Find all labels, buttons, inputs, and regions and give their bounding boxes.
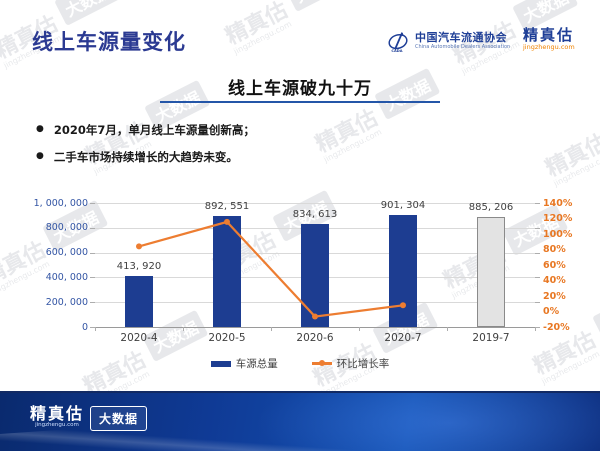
axis-tick — [90, 277, 95, 279]
x-axis-tick — [447, 327, 448, 331]
x-axis-label: 2020-4 — [120, 332, 158, 344]
footer-band: 精真估 jingzhengu.com 大数据 — [0, 391, 600, 451]
bar-value-label: 892, 551 — [204, 201, 250, 213]
footer-badge: 大数据 — [90, 406, 148, 431]
axis-tick — [90, 227, 95, 229]
bar-value-label: 885, 206 — [468, 202, 514, 214]
page-title: 线上车源量变化 — [32, 30, 186, 54]
jingzhengu-url: jingzhengu.com — [523, 43, 575, 51]
footer-brand: 精真估 jingzhengu.com — [30, 405, 84, 429]
axis-tick — [535, 277, 540, 279]
bar — [301, 223, 329, 327]
cada-name-en: China Automobile Dealers Association — [415, 43, 511, 50]
x-axis-label: 2020-6 — [296, 332, 334, 344]
secondary-y-axis-label: 120% — [543, 213, 573, 224]
legend-label: 车源总量 — [235, 358, 278, 370]
x-axis-tick — [95, 327, 96, 331]
axis-tick — [90, 203, 95, 204]
secondary-y-axis-label: 100% — [543, 228, 573, 240]
bar-value-label: 413, 920 — [116, 260, 162, 272]
bullet-text: 2020年7月，单月线上车源量创新高； — [53, 123, 255, 137]
jingzhengu-name: 精真估 — [523, 26, 575, 44]
bar-comparison — [477, 217, 505, 327]
axis-tick — [535, 302, 540, 304]
chart-headline: 线上车源破九十万 — [228, 79, 372, 99]
bar — [125, 275, 153, 327]
gridline — [95, 203, 535, 204]
secondary-y-axis-label: 60% — [543, 259, 566, 271]
axis-tick — [90, 302, 95, 304]
secondary-y-axis-label: 40% — [543, 275, 566, 286]
x-axis-tick — [271, 327, 272, 331]
bar-swatch-icon — [210, 360, 231, 367]
growth-rate-line — [136, 218, 406, 320]
x-axis-tick — [535, 327, 536, 331]
chart-legend: 车源总量 环比增长率 — [0, 356, 600, 371]
axis-tick — [535, 203, 540, 204]
legend-item-line: 环比增长率 — [311, 356, 390, 371]
jingzhengu-logo: 精真估 jingzhengu.com — [523, 28, 575, 52]
bullet-item: ● 二手车市场持续增长的大趋势未变。 — [36, 149, 255, 165]
svg-text:CADA: CADA — [391, 49, 402, 53]
secondary-y-axis-label: 0% — [543, 306, 560, 317]
line-swatch-icon — [311, 360, 332, 366]
axis-tick — [535, 327, 540, 328]
y-axis-label: 200, 000 — [45, 296, 88, 308]
axis-tick — [90, 327, 95, 328]
axis-tick — [535, 227, 540, 229]
y-axis-label: 0 — [81, 321, 88, 333]
y-axis-label: 400, 000 — [45, 271, 88, 283]
y-axis-label: 800, 000 — [45, 222, 88, 234]
x-axis-label: 2019-7 — [472, 332, 510, 344]
axis-tick — [535, 252, 540, 254]
bar — [213, 216, 241, 327]
bullet-dot-icon: ● — [36, 151, 44, 161]
secondary-y-axis-label: 140% — [543, 197, 573, 209]
headline-underline — [160, 101, 440, 103]
axis-tick — [90, 252, 95, 254]
cada-logo: CADA 中国汽车流通协会 China Automobile Dealers A… — [385, 29, 510, 53]
x-axis-line — [95, 327, 535, 328]
x-axis-label: 2020-5 — [208, 332, 246, 344]
bullet-item: ● 2020年7月，单月线上车源量创新高； — [36, 122, 255, 138]
legend-item-bars: 车源总量 — [210, 356, 278, 371]
y-axis-label: 1, 000, 000 — [33, 197, 88, 209]
cada-name-cn: 中国汽车流通协会 — [415, 30, 507, 44]
y-axis-label: 600, 000 — [45, 247, 88, 259]
secondary-y-axis-label: -20% — [543, 321, 570, 333]
bar-value-label: 834, 613 — [292, 208, 338, 220]
secondary-y-axis-label: 20% — [543, 290, 566, 302]
secondary-y-axis-label: 80% — [543, 244, 566, 255]
x-axis-label: 2020-7 — [384, 332, 422, 344]
bullet-dot-icon: ● — [36, 124, 44, 134]
bar-value-label: 901, 304 — [380, 200, 426, 212]
footer-brand-name: 精真估 — [30, 404, 85, 423]
legend-label: 环比增长率 — [336, 358, 390, 370]
cada-emblem-icon: CADA — [388, 32, 408, 53]
x-axis-tick — [359, 327, 360, 331]
bullet-list: ● 2020年7月，单月线上车源量创新高； ● 二手车市场持续增长的大趋势未变。 — [36, 122, 255, 176]
x-axis-tick — [183, 327, 184, 331]
footer-brand-url: jingzhengu.com — [35, 422, 79, 428]
bullet-text: 二手车市场持续增长的大趋势未变。 — [53, 150, 238, 164]
bar — [389, 215, 417, 327]
